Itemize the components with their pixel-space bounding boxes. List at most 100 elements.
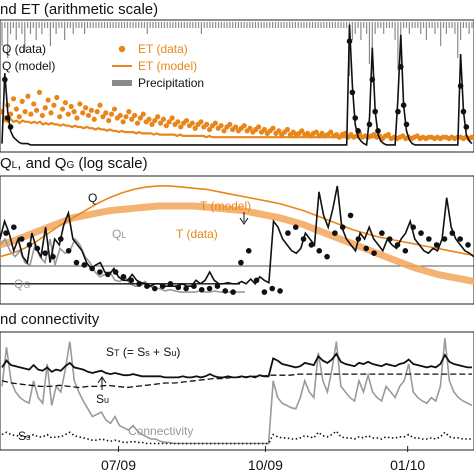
- et-data-point: [83, 105, 89, 111]
- et-data-point: [10, 96, 17, 102]
- q-data-point: [167, 281, 174, 287]
- et-data-point: [126, 109, 132, 115]
- q-data-point: [379, 230, 385, 236]
- et-data-point: [91, 116, 97, 122]
- q-data-point: [355, 236, 362, 242]
- legend-et-data: ET (data): [138, 42, 188, 56]
- q-data-point: [369, 76, 376, 83]
- q-data-point: [372, 108, 378, 115]
- label-st-main: S: [106, 345, 114, 359]
- su-arrow-head: [97, 376, 107, 384]
- q-data-point: [441, 236, 448, 242]
- q-data-point: [34, 245, 41, 252]
- et-data-point: [155, 114, 161, 120]
- panel3-st-line: [1, 352, 472, 379]
- et-data-point: [146, 116, 152, 122]
- et-data-point: [68, 103, 74, 110]
- et-data-point: [16, 114, 22, 120]
- label-t-model: T (model): [200, 199, 251, 213]
- et-data-point: [469, 134, 474, 140]
- et-data-point: [157, 120, 164, 126]
- q-data-point: [4, 115, 11, 121]
- q-data-point: [463, 124, 470, 130]
- legend-et-model: ET (model): [138, 59, 197, 73]
- et-data-point: [59, 106, 66, 112]
- panel1-legend: Q (data) Q (model) ET (data) ET (model) …: [2, 42, 204, 90]
- et-data-point: [178, 124, 184, 130]
- q-data-point: [175, 284, 182, 291]
- et-data-point: [65, 111, 71, 117]
- label-st: ST (= Ss + Su): [106, 345, 180, 359]
- panel3-connectivity-line: [1, 338, 473, 445]
- et-data-point: [51, 102, 57, 108]
- panel2-title-mid: , and Q: [17, 155, 66, 172]
- label-st-sub: T: [114, 348, 120, 358]
- q-data-point: [403, 121, 410, 128]
- et-data-point: [28, 111, 34, 117]
- q-data-point: [457, 83, 464, 89]
- legend-q-model: Q (model): [2, 59, 55, 73]
- q-data-point: [375, 128, 381, 134]
- panel2-title-l-sub: L: [12, 160, 18, 171]
- et-data-point: [62, 100, 69, 106]
- et-data-point: [328, 129, 334, 135]
- et-data-point: [169, 115, 175, 121]
- q-data-point: [366, 121, 373, 128]
- panel1-q-data-points: [2, 38, 470, 134]
- et-data-point: [261, 126, 267, 133]
- et-data-point: [140, 111, 146, 117]
- et-data-point: [111, 106, 118, 112]
- panel1-frame: [0, 19, 474, 153]
- q-data-point: [183, 285, 189, 292]
- et-data-point: [218, 123, 224, 129]
- panel2-title-suffix: (log scale): [74, 155, 147, 172]
- q-data-point: [7, 124, 14, 130]
- panel3-su-dashed-line: [1, 373, 472, 389]
- legend-precipitation: Precipitation: [138, 76, 204, 90]
- q-data-point: [206, 285, 213, 292]
- et-data-point: [88, 107, 94, 113]
- st-path: [1, 352, 472, 379]
- panel1-et-data-points: [0, 89, 474, 142]
- q-data-point: [50, 253, 56, 260]
- label-ql-main: Q: [112, 227, 121, 241]
- et-data-point: [163, 123, 169, 129]
- et-data-point: [77, 101, 83, 107]
- label-st-u-sub: u: [171, 348, 176, 358]
- label-t-data: T (data): [176, 227, 218, 241]
- label-ss-sub: s: [26, 432, 31, 442]
- q-data-point: [402, 248, 409, 254]
- label-ql-sub: L: [121, 230, 126, 240]
- label-qg-main: Q: [14, 277, 23, 291]
- q-data-point: [73, 259, 80, 266]
- q-data-point: [400, 102, 407, 108]
- panel2-title-g-sub: G: [66, 160, 74, 171]
- q-data-point: [238, 259, 244, 266]
- panel2-q-line: [0, 185, 474, 288]
- q-data-point: [352, 115, 359, 121]
- connectivity-path: [1, 338, 473, 445]
- et-data-point: [57, 114, 63, 120]
- legend-q-data: Q (data): [2, 42, 46, 56]
- q-data-point: [2, 76, 8, 83]
- su-path: [1, 373, 472, 389]
- q-data-point: [386, 236, 393, 242]
- panel2-title-q: Q: [0, 155, 12, 172]
- q-data-point: [261, 289, 268, 295]
- et-data-point: [31, 101, 37, 107]
- label-connectivity: Connectivity: [128, 424, 193, 438]
- et-data-point: [8, 111, 14, 117]
- x-tick-label: 10/09: [248, 457, 283, 473]
- et-data-point: [85, 112, 92, 119]
- label-ql: QL: [112, 227, 126, 241]
- q-data-point: [371, 250, 377, 256]
- q-data-point: [245, 248, 252, 254]
- et-data-point: [160, 116, 167, 122]
- q-data-point: [230, 289, 236, 295]
- q-data-point: [285, 230, 291, 236]
- q-data-point: [97, 269, 103, 275]
- label-st-s-sub: s: [145, 348, 150, 358]
- et-data-point: [270, 125, 276, 131]
- x-tick-label: 01/10: [390, 457, 425, 473]
